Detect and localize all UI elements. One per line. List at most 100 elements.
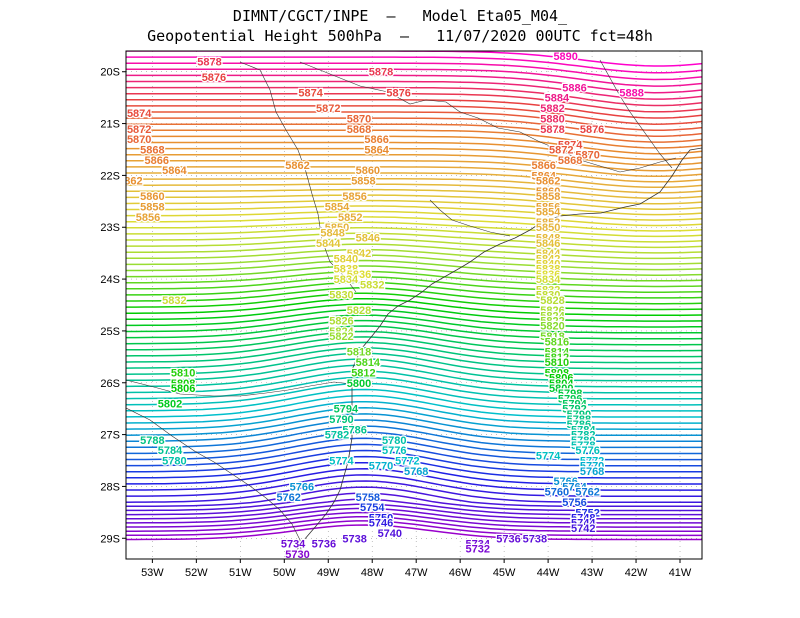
contour-line [126, 486, 702, 508]
contour-label: 5834 [334, 274, 359, 286]
contour-label: 5750 [369, 513, 393, 525]
contour-label: 5808 [545, 367, 569, 379]
y-tick-label: 23S [100, 222, 120, 234]
contour-label: 5836 [536, 269, 560, 281]
contour-line [126, 314, 702, 334]
contour-label: 5800 [347, 378, 371, 390]
contour-label: 5762 [575, 487, 599, 499]
contour-line [126, 336, 702, 358]
contour-label: 5880 [540, 113, 564, 125]
contour-label: 5878 [540, 124, 564, 136]
contour-line [126, 221, 702, 238]
contour-label: 5874 [558, 139, 583, 151]
contour-label: 5794 [334, 404, 359, 416]
contour-label: 5826 [329, 316, 353, 328]
contour-label: 5782 [325, 430, 349, 442]
contour-label: 5768 [580, 466, 604, 478]
contour-line [126, 400, 702, 424]
contour-line [126, 259, 702, 276]
contour-label: 5810 [545, 357, 569, 369]
contour-label: 5766 [290, 481, 314, 493]
contour-label: 5790 [567, 409, 591, 421]
contour-label: 5852 [536, 217, 560, 229]
contour-label: 5740 [378, 528, 402, 540]
contour-label: 5844 [536, 248, 561, 260]
x-tick-label: 43W [581, 567, 604, 579]
y-tick-label: 26S [100, 378, 120, 390]
contour-label: 5862 [285, 160, 309, 172]
contour-label: 5774 [536, 450, 561, 462]
contour-label: 5744 [571, 518, 596, 530]
contour-label: 5738 [523, 533, 547, 545]
contour-label: 5826 [540, 305, 564, 317]
contour-label: 5844 [316, 238, 341, 250]
contour-label: 5782 [571, 430, 595, 442]
contour-label: 5890 [553, 51, 577, 63]
contour-label: 5794 [562, 398, 587, 410]
contour-line [126, 287, 702, 305]
contour-label: 5730 [285, 549, 309, 561]
contour-line [126, 341, 702, 364]
contour-label: 5872 [549, 144, 573, 156]
contour-label: 5870 [347, 113, 371, 125]
contour-line [126, 455, 702, 479]
contour-label: 5738 [342, 533, 366, 545]
contour-label: 5858 [351, 176, 375, 188]
contour-line [126, 303, 702, 322]
contour-label: 5878 [197, 56, 221, 68]
contour-label: 5808 [171, 378, 195, 390]
contour-label: 5770 [369, 461, 393, 473]
contour-line [126, 443, 702, 467]
contour-label: 5836 [347, 269, 371, 281]
contour-line [126, 172, 702, 189]
coastline-path [287, 147, 702, 559]
contour-label: 5866 [531, 160, 555, 172]
contour-line [126, 515, 702, 532]
contour-label: 5818 [347, 347, 371, 359]
y-tick-label: 21S [100, 119, 120, 131]
contour-label: 5752 [575, 507, 599, 519]
contour-label: 5868 [140, 144, 164, 156]
contour-label: 5832 [360, 279, 384, 291]
contour-label: 5736 [496, 533, 520, 545]
contour-label: 5770 [580, 461, 604, 473]
contour-label: 5776 [382, 445, 406, 457]
x-tick-label: 45W [493, 567, 516, 579]
contour-line [126, 177, 702, 194]
contour-label: 5788 [567, 414, 591, 426]
x-tick-label: 47W [405, 567, 428, 579]
contour-line [126, 80, 702, 100]
contour-label: 5852 [338, 212, 362, 224]
contour-line [126, 419, 702, 443]
contour-label: 5812 [545, 352, 569, 364]
contour-label: 5838 [334, 264, 358, 276]
contour-label: 5862 [118, 176, 142, 188]
contour-label: 5734 [466, 538, 491, 550]
contour-label: 5816 [545, 336, 569, 348]
contour-line [126, 62, 702, 81]
contour-line [126, 382, 702, 406]
y-tick-label: 22S [100, 170, 120, 182]
contour-line [126, 474, 702, 497]
contour-label: 5766 [553, 476, 577, 488]
contour-label: 5814 [545, 347, 570, 359]
contour-label: 5832 [162, 295, 186, 307]
contour-label: 5846 [356, 233, 380, 245]
contour-line [126, 308, 702, 328]
contour-line [126, 388, 702, 412]
contour-label: 5832 [536, 284, 560, 296]
contour-line [126, 394, 702, 418]
contour-line [126, 461, 702, 485]
contour-line [126, 281, 702, 299]
contour-line [126, 248, 702, 265]
y-tick-label: 25S [100, 326, 120, 338]
contour-label: 5800 [549, 383, 573, 395]
contour-line [126, 188, 702, 205]
contour-label: 5830 [536, 290, 560, 302]
x-tick-label: 46W [449, 567, 472, 579]
contour-line [126, 325, 702, 346]
contour-label: 5868 [347, 124, 371, 136]
y-tick-label: 27S [100, 430, 120, 442]
contour-line [126, 92, 702, 113]
contour-label: 5846 [536, 238, 560, 250]
